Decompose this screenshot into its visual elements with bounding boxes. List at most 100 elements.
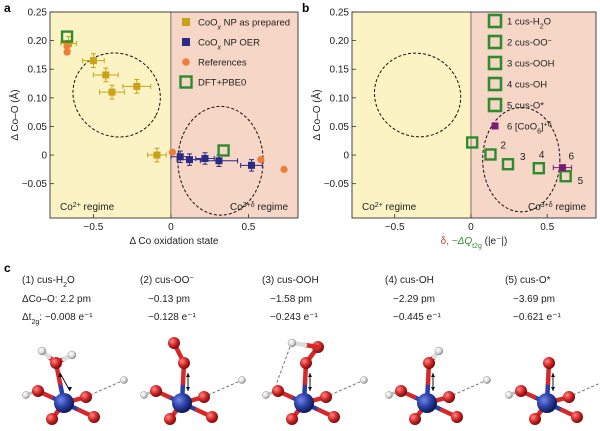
panel-c-column-1: (1) cus-H2O ΔCo–O: 2.2 pm Δt2g: −0.008 e⁻¹ xyxy=(22,275,128,425)
panel-b-data: 2 3 4 5 6 xyxy=(465,136,584,187)
arrow-head xyxy=(186,387,190,391)
legend-label-sub: x xyxy=(217,44,222,51)
h-atom xyxy=(120,376,128,384)
y-tick-label: 0.10 xyxy=(28,93,48,104)
legend-label: References xyxy=(198,58,247,69)
prepared-point xyxy=(89,57,97,65)
delta-co-o-value: −1.58 pm xyxy=(270,294,312,305)
delta-t2g-prefix: Δt xyxy=(22,312,32,323)
panel-a-letter: a xyxy=(4,1,11,15)
o-atom xyxy=(272,385,284,397)
legend-label-post: NP as prepared xyxy=(221,18,290,29)
co-atom xyxy=(294,393,314,413)
delta-t2g-text: −0.445 e⁻¹ xyxy=(393,312,441,323)
h-atom xyxy=(238,376,246,384)
legend-label-main: 6 [CoO xyxy=(507,122,537,133)
x-label-q: −ΔQ xyxy=(452,236,473,247)
molecular-structure xyxy=(140,337,246,425)
panel-a: a Co2+ regime Co3+δ regime −0.0500.050.10… xyxy=(4,1,299,247)
o-atom xyxy=(286,413,298,425)
prepared-point xyxy=(108,88,116,96)
references-point xyxy=(63,42,71,50)
legend-label: 5 cus-O* xyxy=(507,101,544,112)
legend-label-sub: 2 xyxy=(540,23,544,30)
o-atom xyxy=(563,391,575,403)
panel-c-column-4: (4) cus-OH −2.29 pm −0.445 e⁻¹ xyxy=(385,275,491,425)
structure-title: (5) cus-O* xyxy=(505,275,551,286)
cluster-point xyxy=(558,164,566,172)
regime-label-main: Co xyxy=(230,202,243,213)
legend-label-main: 5 cus-O* xyxy=(507,101,544,112)
y-tick-label: 0.25 xyxy=(28,8,48,19)
arrow-head xyxy=(308,387,312,391)
dft-point xyxy=(465,136,479,149)
regime-label-sup: 3+δ xyxy=(541,202,553,209)
y-axis-label: Δ Co–O (Å) xyxy=(8,89,21,140)
legend-label: CoOx NP OER xyxy=(198,38,260,52)
arrow-head xyxy=(186,373,190,377)
legend-label-pre: CoO xyxy=(198,18,218,29)
panel-b-axes: −0.05 0 0.05 0.10 0.15 0.20 0.25 −0.5 0 0.5 Δ Co–O… xyxy=(310,8,597,250)
delta-t2g-value: −0.128 e⁻¹ xyxy=(148,312,196,323)
legend-marker-references xyxy=(182,58,190,66)
o-atom xyxy=(529,413,541,425)
legend-marker-dft xyxy=(487,97,503,113)
x-tick-label: 0 xyxy=(168,222,174,233)
regime-label: Co2+ regime xyxy=(60,202,115,214)
regime-region xyxy=(352,12,471,218)
panel-c: c (1) cus-H2O ΔCo–O: 2.2 pm Δt2g: −0.008 e… xyxy=(4,261,600,425)
regime-label: Co2+ regime xyxy=(362,202,417,214)
delta-t2g-text: −0.128 e⁻¹ xyxy=(148,312,196,323)
legend-label: CoOx NP as prepared xyxy=(198,18,290,32)
h-atom xyxy=(287,338,297,348)
delta-co-o-value: −0.13 pm xyxy=(148,294,190,305)
panel-b-ellipses xyxy=(373,52,561,213)
delta-t2g-text: −0.621 e⁻¹ xyxy=(513,312,561,323)
arrow-head xyxy=(551,387,555,391)
molecular-structure xyxy=(262,338,368,425)
o-atom xyxy=(423,357,435,369)
legend-label-post: NP OER xyxy=(221,38,260,49)
x-label-unit: (|e⁻|) xyxy=(482,236,507,247)
hydrogen-bond xyxy=(329,380,363,396)
y-tick-label: 0.20 xyxy=(28,36,48,47)
arrow-head xyxy=(68,387,72,391)
structure-title-pre: (3) cus-OOH xyxy=(262,275,319,286)
dft-point xyxy=(559,170,572,183)
regime-region xyxy=(470,12,596,218)
references-point xyxy=(63,48,71,56)
regime-label-rest: regime xyxy=(553,202,587,213)
regime-label: Co3+δ regime xyxy=(230,202,288,214)
x-label-delta: δ, xyxy=(441,236,452,247)
legend-marker-dft xyxy=(179,75,193,89)
regime-label-sup: 2+ xyxy=(73,202,81,209)
o-atom xyxy=(300,357,312,369)
o-atom xyxy=(88,411,100,423)
o-atom xyxy=(443,391,455,403)
panel-c-column-3: (3) cus-OOH −1.58 pm −0.243 e⁻¹ xyxy=(262,275,368,425)
y-tick-label: 0.15 xyxy=(28,65,48,76)
panel-a-data xyxy=(60,30,288,173)
x-axis-label: Δ Co oxidation state xyxy=(130,236,219,247)
dft-point xyxy=(217,144,230,157)
legend-label-main: 3 cus-OOH xyxy=(507,59,555,70)
structure-title: (4) cus-OH xyxy=(385,275,434,286)
y-axis-label: Δ Co–O (Å) xyxy=(310,89,323,140)
o-atom xyxy=(178,357,190,369)
panel-b-legend: 1 cus-H2O 2 cus-OO− 3 cus-OOH 4 cus-OH 5 cus… xyxy=(487,13,555,135)
o-atom xyxy=(80,391,92,403)
o-atom xyxy=(150,385,162,397)
delta-co-o-value: −3.69 pm xyxy=(513,294,555,305)
o-atom xyxy=(409,413,421,425)
h-atom xyxy=(360,376,368,384)
structure-title-sub: 2 xyxy=(63,282,67,289)
plot-frame xyxy=(351,11,597,219)
structure-title-pre: (1) cus-H xyxy=(22,275,63,286)
legend-label: 4 cus-OH xyxy=(507,80,547,91)
legend-marker-cluster xyxy=(491,122,499,130)
regime-label-main: Co xyxy=(528,202,541,213)
o-atom xyxy=(164,413,176,425)
oer-point xyxy=(248,161,255,169)
x-label-sub: t2g xyxy=(472,243,482,250)
